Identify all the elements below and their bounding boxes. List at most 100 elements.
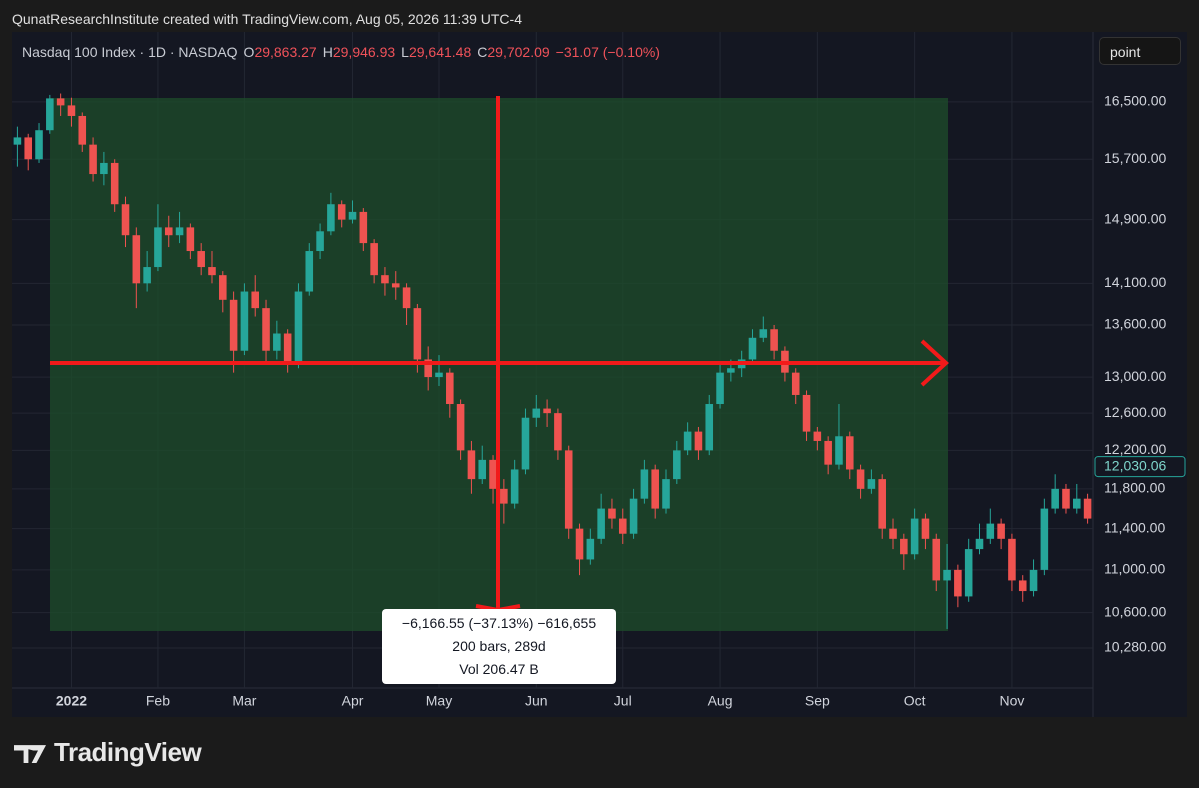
candle-body	[446, 372, 454, 405]
candle-body	[802, 394, 811, 432]
candle-body	[78, 115, 87, 145]
candle-body	[575, 528, 584, 560]
x-tick-label: Oct	[904, 693, 926, 709]
x-tick-label: Mar	[232, 693, 256, 709]
last-price-tag	[1094, 456, 1186, 478]
candle-body	[402, 287, 411, 309]
y-tick-label: 11,400.00	[1104, 519, 1165, 535]
ohlc-value: 29,863.27	[254, 44, 317, 60]
candle-body	[564, 450, 573, 529]
candle-body	[262, 308, 270, 351]
candle-body	[283, 333, 292, 364]
y-tick-label: 10,280.00	[1104, 639, 1166, 655]
candle-body	[813, 431, 822, 441]
candle-body	[1018, 580, 1027, 592]
candle-body	[478, 459, 487, 480]
candle-body	[964, 549, 973, 597]
candle-body	[1029, 569, 1038, 592]
candle-body	[997, 523, 1005, 539]
candle-body	[867, 479, 876, 489]
candle-body	[337, 204, 346, 220]
candle-body	[986, 523, 995, 539]
x-tick-label: Feb	[146, 693, 170, 709]
candle-body	[1051, 488, 1059, 509]
candle-body	[759, 329, 768, 338]
candle-body	[305, 251, 314, 292]
candle-body	[208, 267, 216, 276]
candle-body	[348, 211, 357, 220]
candle-body	[856, 469, 865, 489]
candle-body	[835, 436, 843, 465]
candle-body	[1083, 498, 1092, 519]
candle-body	[175, 227, 184, 236]
candle-body	[791, 372, 800, 395]
y-tick-label: 12,200.00	[1104, 441, 1166, 457]
last-price-label: 12,030.06	[1104, 457, 1166, 473]
candle-body	[770, 329, 778, 351]
candle-body	[651, 469, 659, 509]
x-tick-label: 2022	[56, 693, 87, 709]
ohlc-value: 29,641.48	[408, 44, 472, 60]
measure-line: 200 bars, 289d	[452, 638, 546, 654]
y-tick-label: 11,800.00	[1104, 480, 1165, 496]
measure-line: −6,166.55 (−37.13%) −616,655	[401, 615, 597, 631]
y-tick-label: 14,900.00	[1104, 210, 1166, 226]
candle-body	[435, 372, 443, 378]
ohlc-key: C	[477, 44, 488, 60]
y-tick-label: 15,700.00	[1104, 150, 1166, 166]
candle-body	[1073, 498, 1081, 509]
candle-body	[46, 98, 54, 131]
candle-body	[273, 333, 281, 351]
symbol: Nasdaq 100 Index · 1D · NASDAQ	[22, 44, 238, 60]
candle-body	[197, 251, 205, 268]
candle-body	[1040, 508, 1049, 570]
logo	[14, 745, 46, 764]
candle-body	[327, 204, 335, 232]
candle-body	[586, 538, 595, 560]
candle-body	[370, 243, 378, 276]
candle-body	[24, 137, 32, 160]
candle-body	[110, 162, 119, 205]
candle-body	[889, 528, 897, 539]
y-tick-label: 10,600.00	[1104, 603, 1166, 619]
candle-body	[673, 450, 681, 480]
candle-body	[1008, 538, 1016, 581]
y-tick-label: 13,000.00	[1104, 368, 1166, 384]
y-tick-label: 16,500.00	[1104, 93, 1166, 109]
candle-body	[500, 488, 508, 504]
candle-body	[932, 538, 941, 581]
measure-arrowhead-h	[920, 339, 949, 387]
y-tick-label: 12,600.00	[1104, 404, 1166, 420]
candle-body	[13, 137, 22, 145]
y-tick-label: 14,100.00	[1104, 274, 1166, 290]
candle-body	[381, 275, 389, 284]
mode-button[interactable]: point	[1099, 37, 1181, 65]
x-tick-label: Jun	[525, 693, 548, 709]
candle-body	[229, 299, 238, 351]
candle-body	[154, 227, 162, 268]
candle-body	[391, 283, 400, 288]
candle-body	[67, 105, 76, 116]
candle-body	[294, 291, 303, 364]
x-tick-label: Apr	[342, 693, 364, 709]
candle-body	[219, 275, 227, 300]
candle-body	[705, 404, 714, 451]
candle-body	[316, 231, 324, 252]
candle-body	[608, 508, 616, 519]
candle-body	[824, 440, 832, 465]
candle-body	[900, 538, 908, 555]
candle-body	[467, 450, 476, 480]
x-tick-label: May	[426, 693, 452, 709]
candle-body	[662, 479, 670, 509]
ohlc-key: H	[322, 44, 333, 60]
candle-body	[413, 308, 422, 360]
candle-body	[121, 204, 130, 236]
candle-body	[521, 417, 530, 470]
candle-body	[100, 162, 108, 175]
candles	[13, 93, 1092, 630]
credit: QunatResearchInstitute created with Trad…	[12, 11, 522, 27]
candle-body	[597, 508, 605, 539]
candle-body	[683, 431, 692, 451]
change: −31.07 (−0.10%)	[555, 44, 660, 60]
